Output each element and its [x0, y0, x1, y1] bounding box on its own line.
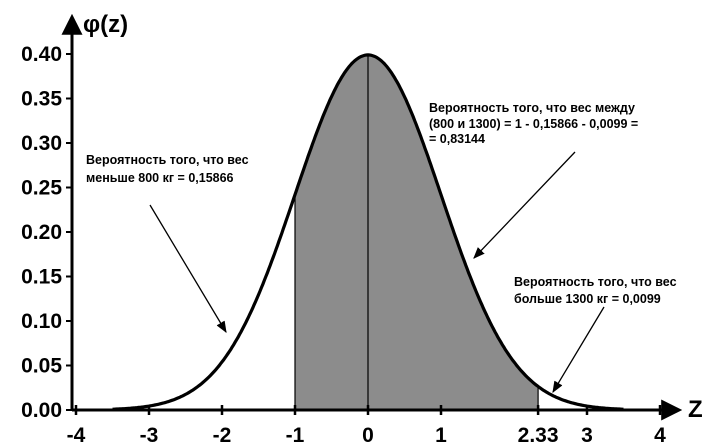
annotation-middle-line-2: (800 и 1300) = 1 - 0,15866 - 0,0099 =: [429, 117, 638, 131]
x-tick-label: -3: [140, 424, 159, 446]
x-tick-label: -2: [213, 424, 232, 446]
shaded-area: [295, 54, 539, 411]
annotation-right-line-1: Вероятность того, что вес: [514, 275, 677, 289]
x-tick-label: 3: [581, 424, 593, 446]
x-tick-label: 0: [362, 424, 374, 446]
axes: [61, 13, 683, 421]
annotation-left: Вероятность того, что вес меньше 800 кг …: [86, 153, 249, 185]
x-tick-label: -4: [67, 424, 86, 446]
y-tick-label: 0.25: [21, 177, 62, 200]
y-axis-title: φ(z): [83, 11, 128, 38]
annotation-middle-arrow: [473, 151, 576, 259]
density-curve: [112, 53, 624, 411]
y-tick-label: 0.00: [21, 399, 62, 422]
annotation-left-line-1: Вероятность того, что вес: [86, 153, 249, 167]
density-curve-layer: [112, 53, 624, 411]
annotation-arrows: [149, 151, 605, 394]
y-tick-label: 0.10: [21, 310, 62, 333]
shaded-probability-region: [295, 54, 539, 411]
y-tick-label: 0.40: [21, 43, 62, 66]
x-tick-label: 1: [435, 424, 447, 446]
y-tick-label: 0.30: [21, 132, 62, 155]
annotation-left-line-2: меньше 800 кг = 0,15866: [86, 171, 234, 185]
annotation-left-arrow: [149, 204, 227, 334]
y-tick-label: 0.15: [21, 266, 62, 289]
annotation-middle-line-1: Вероятность того, что вес между: [429, 101, 635, 115]
x-tick-label: -1: [286, 424, 305, 446]
y-axis-ticks: 0.00 0.05 0.10 0.15 0.20 0.25 0.30 0.35 0.40: [21, 43, 72, 422]
annotation-right-arrow: [552, 306, 605, 394]
x-tick-label: 2.33: [518, 424, 559, 446]
y-tick-label: 0.20: [21, 221, 62, 244]
y-tick-label: 0.35: [21, 88, 62, 111]
annotation-right: Вероятность того, что вес больше 1300 кг…: [514, 275, 677, 306]
x-tick-label: 4: [654, 424, 666, 446]
y-tick-label: 0.05: [21, 355, 62, 378]
annotation-middle: Вероятность того, что вес между (800 и 1…: [429, 101, 638, 146]
annotation-middle-line-3: = 0,83144: [429, 132, 485, 146]
x-axis-title: Z: [688, 396, 703, 423]
annotation-right-line-2: больше 1300 кг = 0,0099: [514, 292, 661, 306]
x-axis-ticks: -4 -3 -2 -1 0 1 2.33 3 4: [67, 405, 666, 446]
